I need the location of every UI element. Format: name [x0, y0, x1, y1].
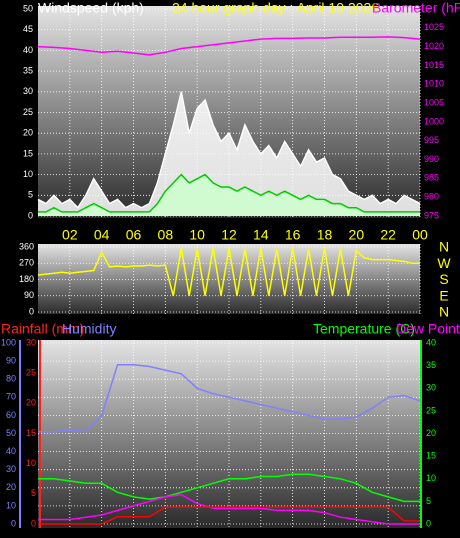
compass-label: S [439, 271, 448, 287]
y-tick-label: 80 [6, 374, 16, 384]
series-line [38, 363, 421, 433]
y-tick-label: 90 [24, 290, 34, 300]
y-tick-label: 40 [23, 45, 33, 55]
x-tick-label: 02 [62, 227, 78, 243]
x-tick-label: 14 [253, 227, 269, 243]
y2-tick-label: 25 [426, 405, 436, 415]
series-line [37, 91, 421, 209]
y2-tick-label: 995 [424, 135, 439, 145]
series-line [38, 473, 420, 503]
area [38, 91, 420, 216]
y-tick-label: 30 [6, 464, 16, 474]
y-tick-label: 0 [11, 518, 16, 528]
y-tick-label: 180 [19, 274, 34, 284]
y-tick-label: 45 [23, 24, 33, 34]
y-tick-label: 30 [23, 86, 33, 96]
chart-subtitle: 24 hour graph day : April 10 2026 [172, 0, 379, 16]
compass-label: N [439, 304, 449, 320]
y2-tick-label: 40 [426, 337, 436, 347]
y-tick-label: 20 [23, 128, 33, 138]
y-tick-label: 25 [23, 107, 33, 117]
y-tick-label: 60 [6, 410, 16, 420]
series-line [38, 173, 420, 213]
y-tick-label: 90 [6, 355, 16, 365]
y2-tick-label: 1025 [424, 22, 444, 32]
compass-label: N [439, 239, 449, 255]
chart-title: Windspeed (kph) [38, 0, 144, 16]
x-tick-label: 10 [189, 227, 205, 243]
y2-tick-label: 0 [426, 518, 431, 528]
y2-tick-label: 985 [424, 173, 439, 183]
y-tick-label: 15 [23, 148, 33, 158]
x-tick-label: 00 [412, 227, 428, 243]
y3-tick-label: 15 [26, 428, 36, 438]
series-line [38, 493, 420, 525]
y2-tick-label: 1010 [424, 79, 444, 89]
y2-tick-label: 5 [426, 496, 431, 506]
y3-tick-label: 30 [26, 337, 36, 347]
y3-tick-label: 5 [31, 488, 36, 498]
y3-tick-label: 25 [26, 368, 36, 378]
series-line [37, 36, 421, 56]
x-tick-label: 04 [94, 227, 110, 243]
area [38, 174, 420, 216]
y-tick-label: 0 [28, 210, 33, 220]
y-tick-label: 35 [23, 65, 33, 75]
y2-tick-label: 1020 [424, 41, 444, 51]
y2-tick-label: 1005 [424, 97, 444, 107]
x-tick-label: 08 [158, 227, 174, 243]
y2-title: Barometer (hPa) [372, 0, 460, 16]
y-tick-label: 100 [1, 337, 16, 347]
y-tick-label: 360 [19, 241, 34, 251]
rain-title: Rainfall (mm) [1, 321, 84, 337]
compass-label: W [437, 255, 451, 271]
y2-tick-label: 10 [426, 473, 436, 483]
y2-tick-label: 1015 [424, 60, 444, 70]
x-tick-label: 06 [126, 227, 142, 243]
y3-tick-label: 10 [26, 458, 36, 468]
y2-tick-label: 990 [424, 154, 439, 164]
y-tick-label: 5 [28, 190, 33, 200]
temperature-title: Temperature (C) [313, 321, 415, 337]
humidity-title: Humidity [62, 321, 116, 337]
y-tick-label: 10 [6, 500, 16, 510]
x-tick-label: 18 [317, 227, 333, 243]
y2-tick-label: 35 [426, 360, 436, 370]
y2-tick-label: 20 [426, 428, 436, 438]
y2-tick-label: 15 [426, 451, 436, 461]
series-line [38, 506, 420, 525]
y2-tick-label: 1000 [424, 116, 444, 126]
dew-title: Dew Point [396, 321, 460, 337]
y3-tick-label: 0 [31, 518, 36, 528]
series-line [37, 247, 420, 296]
y-tick-label: 20 [6, 482, 16, 492]
y-tick-label: 0 [29, 306, 34, 316]
x-tick-label: 22 [380, 227, 396, 243]
y-tick-label: 10 [23, 169, 33, 179]
y-tick-label: 50 [23, 3, 33, 13]
y-tick-label: 40 [6, 446, 16, 456]
plot-area [38, 244, 420, 314]
x-tick-label: 16 [285, 227, 301, 243]
y2-tick-label: 975 [424, 210, 439, 220]
x-tick-label: 20 [349, 227, 365, 243]
y-tick-label: 50 [6, 428, 16, 438]
y2-tick-label: 980 [424, 192, 439, 202]
y-tick-label: 70 [6, 392, 16, 402]
y3-tick-label: 20 [26, 398, 36, 408]
y2-tick-label: 30 [426, 383, 436, 393]
x-tick-label: 12 [221, 227, 237, 243]
compass-label: E [439, 287, 448, 303]
y-tick-label: 270 [19, 258, 34, 268]
